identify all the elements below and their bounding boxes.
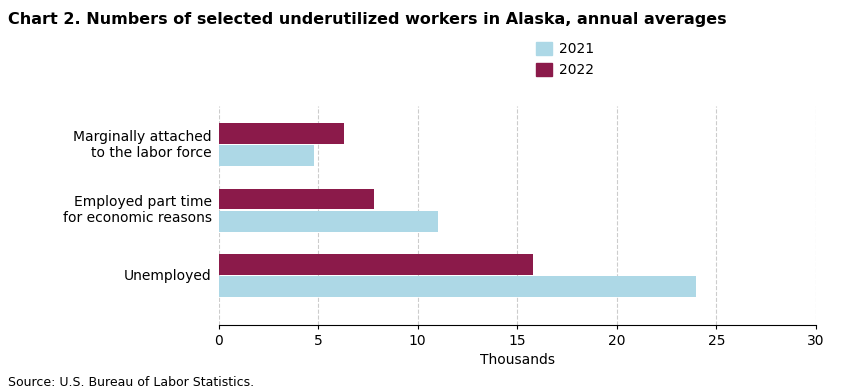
Bar	[219, 276, 696, 297]
Legend: 2021, 2022: 2021, 2022	[536, 43, 595, 77]
Bar	[219, 123, 344, 144]
X-axis label: Thousands: Thousands	[479, 353, 555, 367]
Bar	[219, 145, 315, 166]
Text: Source: U.S. Bureau of Labor Statistics.: Source: U.S. Bureau of Labor Statistics.	[8, 376, 255, 389]
Bar	[219, 211, 437, 232]
Bar	[219, 254, 533, 275]
Bar	[219, 188, 374, 210]
Text: Chart 2. Numbers of selected underutilized workers in Alaska, annual averages: Chart 2. Numbers of selected underutiliz…	[8, 12, 727, 27]
